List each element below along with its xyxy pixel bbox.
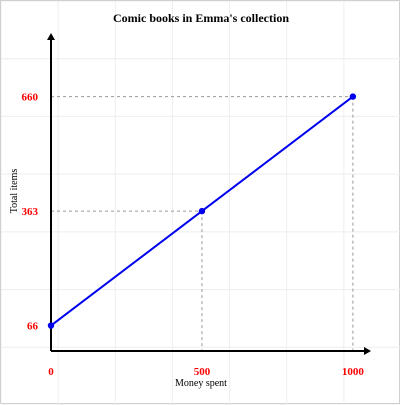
axes	[47, 33, 371, 355]
guide-lines	[50, 96, 354, 351]
y-tick-label: 66	[27, 321, 39, 333]
series	[47, 93, 357, 329]
x-axis-arrow	[364, 347, 371, 355]
chart-title: Comic books in Emma's collection	[113, 11, 289, 25]
data-point	[47, 322, 55, 329]
y-axis-label: Total items	[9, 169, 20, 214]
x-tick-label: 1000	[342, 366, 365, 378]
tick-labels: 0 500 1000 66 363 660	[22, 92, 365, 378]
x-tick-label: 0	[48, 366, 54, 378]
y-axis-arrow	[47, 33, 55, 40]
x-tick-label: 500	[194, 366, 211, 378]
x-axis-label: Money spent	[175, 378, 227, 389]
data-point	[198, 207, 206, 215]
y-tick-label: 363	[22, 206, 39, 218]
data-point	[349, 93, 357, 100]
y-tick-label: 660	[22, 92, 39, 104]
